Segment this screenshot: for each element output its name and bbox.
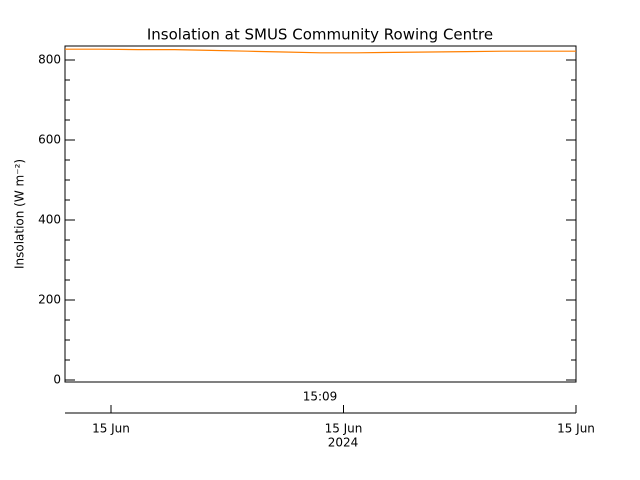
y-tick-label: 0 bbox=[53, 373, 61, 387]
y-tick-label: 800 bbox=[38, 53, 61, 67]
chart-title: Insolation at SMUS Community Rowing Cent… bbox=[147, 26, 493, 44]
y-tick-label: 200 bbox=[38, 293, 61, 307]
date-tick-label: 15 Jun bbox=[557, 422, 595, 436]
y-tick-label: 400 bbox=[38, 213, 61, 227]
data-line bbox=[65, 48, 576, 54]
date-tick-label: 15 Jun bbox=[325, 422, 363, 436]
plot-frame bbox=[64, 45, 577, 383]
y-axis-label: Insolation (W m⁻²) bbox=[13, 159, 27, 269]
date-tick-label: 15 Jun bbox=[92, 422, 130, 436]
time-label: 15:09 bbox=[303, 390, 338, 404]
year-label: 2024 bbox=[328, 436, 359, 450]
y-tick-label: 600 bbox=[38, 133, 61, 147]
